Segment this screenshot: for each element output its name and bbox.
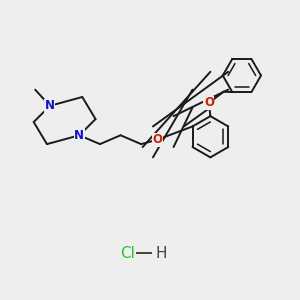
Text: N: N [74,129,84,142]
Text: O: O [204,96,214,110]
Text: O: O [152,133,162,146]
Text: N: N [45,99,55,112]
Text: Cl: Cl [120,246,135,261]
Text: H: H [156,246,167,261]
